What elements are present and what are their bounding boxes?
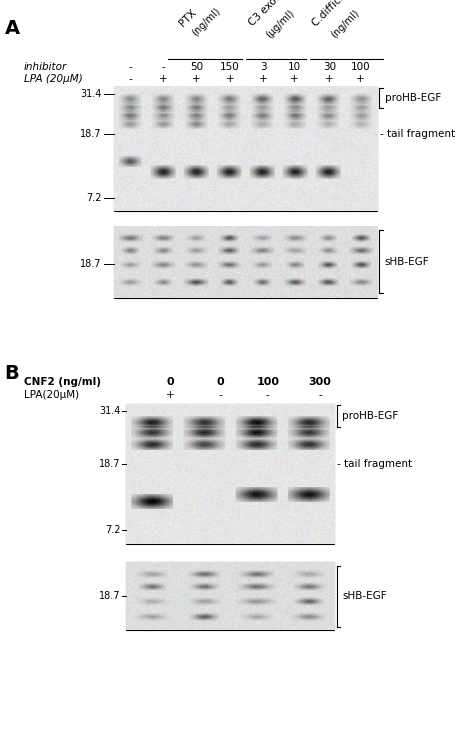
Bar [126,404,334,544]
Text: -: - [219,390,222,400]
Bar [114,87,377,211]
Text: +: + [259,74,267,85]
Text: -: - [128,62,132,72]
Text: -: - [266,390,270,400]
Text: A: A [5,19,20,38]
Text: +: + [356,74,365,85]
Text: LPA(20μM): LPA(20μM) [24,390,79,400]
Text: PTX: PTX [178,7,199,28]
Text: (ng/ml): (ng/ml) [329,8,362,40]
Text: -: - [128,74,132,85]
Text: C3 exoenzyme: C3 exoenzyme [247,0,309,28]
Text: 3: 3 [260,62,266,72]
Text: sHB-EGF: sHB-EGF [342,591,387,602]
Text: +: + [159,74,168,85]
Text: 100: 100 [350,62,370,72]
Text: -: - [318,390,322,400]
Text: 18.7: 18.7 [81,129,102,140]
Text: 31.4: 31.4 [100,405,121,416]
Text: 18.7: 18.7 [81,259,102,270]
Text: inhibitor: inhibitor [24,62,67,72]
Text: 18.7: 18.7 [100,459,121,470]
Text: sHB-EGF: sHB-EGF [385,257,429,267]
Text: -: - [162,62,165,72]
Text: - tail fragment: - tail fragment [337,459,412,470]
Text: B: B [5,364,19,383]
Text: 150: 150 [220,62,240,72]
Text: 31.4: 31.4 [81,88,102,99]
Text: 30: 30 [323,62,336,72]
Text: +: + [192,74,201,85]
Text: proHB-EGF: proHB-EGF [385,93,441,103]
Text: LPA (20μM): LPA (20μM) [24,74,82,85]
Text: 100: 100 [256,377,279,387]
Text: proHB-EGF: proHB-EGF [342,411,399,421]
Text: 10: 10 [287,62,301,72]
Text: +: + [226,74,234,85]
Text: 300: 300 [309,377,331,387]
Bar [126,562,334,630]
Text: +: + [325,74,334,85]
Text: CNF2 (ng/ml): CNF2 (ng/ml) [24,377,100,387]
Text: (μg/ml): (μg/ml) [264,8,297,40]
Text: 7.2: 7.2 [86,193,102,203]
Text: 0: 0 [217,377,224,387]
Bar [114,226,377,298]
Text: 18.7: 18.7 [100,591,121,602]
Text: +: + [166,390,175,400]
Text: - tail fragment: - tail fragment [380,129,455,140]
Text: (ng/ml): (ng/ml) [190,5,222,38]
Text: +: + [290,74,298,85]
Text: 0: 0 [167,377,174,387]
Text: 50: 50 [190,62,203,72]
Text: C.difficile toxin B: C.difficile toxin B [310,0,380,28]
Text: 7.2: 7.2 [105,525,121,535]
